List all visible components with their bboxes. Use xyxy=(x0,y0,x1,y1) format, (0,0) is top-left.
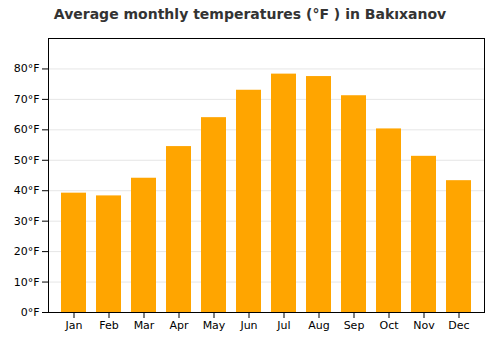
svg-text:70°F: 70°F xyxy=(14,93,40,106)
svg-text:Apr: Apr xyxy=(169,319,189,332)
svg-text:Dec: Dec xyxy=(448,319,469,332)
html-text:Average monthly temperatures (: Average monthly temperatures (°F ) in Ba… xyxy=(53,6,447,22)
svg-text:Oct: Oct xyxy=(379,319,399,332)
svg-text:Jul: Jul xyxy=(276,319,290,332)
svg-text:May: May xyxy=(203,319,226,332)
svg-text:Feb: Feb xyxy=(99,319,118,332)
svg-text:40°F: 40°F xyxy=(14,184,40,197)
svg-text:10°F: 10°F xyxy=(14,276,40,289)
svg-text:20°F: 20°F xyxy=(14,245,40,258)
svg-text:50°F: 50°F xyxy=(14,154,40,167)
svg-text:60°F: 60°F xyxy=(14,123,40,136)
svg-text:Jan: Jan xyxy=(65,319,83,332)
svg-text:0°F: 0°F xyxy=(21,306,40,319)
svg-text:Sep: Sep xyxy=(344,319,365,332)
svg-text:Nov: Nov xyxy=(413,319,435,332)
svg-text:Jun: Jun xyxy=(239,319,257,332)
svg-text:Aug: Aug xyxy=(308,319,329,332)
svg-text:80°F: 80°F xyxy=(14,62,40,75)
svg-text:30°F: 30°F xyxy=(14,215,40,228)
svg-text:Mar: Mar xyxy=(134,319,155,332)
